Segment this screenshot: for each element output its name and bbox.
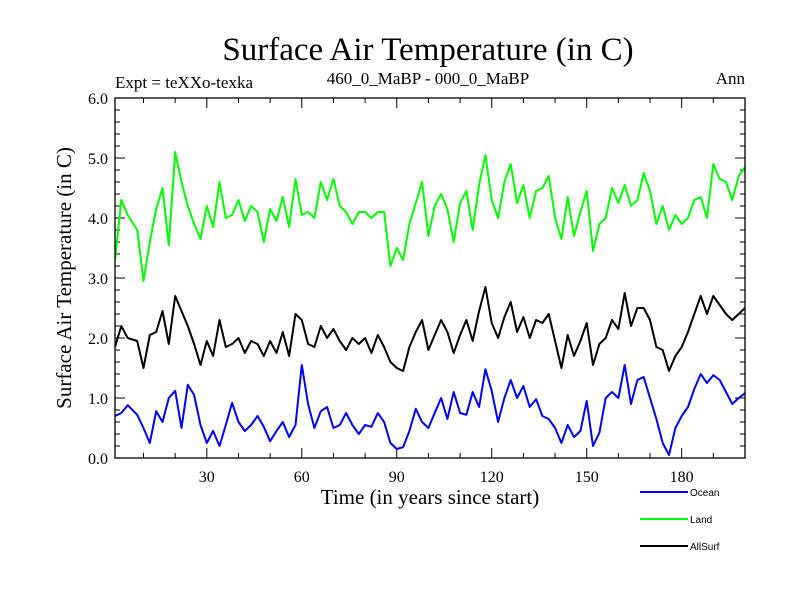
legend-label-ocean: Ocean (690, 488, 719, 499)
series-line-land (115, 151, 745, 282)
y-tick-label: 0.0 (88, 451, 108, 468)
x-axis-label: Time (in years since start) (321, 485, 540, 509)
x-tick-label: 90 (389, 469, 405, 486)
series-line-ocean (115, 364, 745, 456)
x-tick-label: 120 (480, 469, 504, 486)
experiment-label: Expt = teXXo-texka (115, 73, 253, 92)
y-tick-label: 1.0 (88, 391, 108, 408)
x-tick-label: 180 (670, 469, 694, 486)
x-tick-label: 30 (199, 469, 215, 486)
legend: Ocean Land AllSurf (640, 488, 720, 553)
legend-label-allsurf: AllSurf (690, 542, 720, 553)
y-tick-label: 4.0 (88, 211, 108, 228)
plot-frame (114, 97, 746, 459)
x-tick-label: 150 (575, 469, 599, 486)
y-tick-labels: 0.0 1.0 2.0 3.0 4.0 5.0 6.0 (88, 91, 108, 468)
y-tick-label: 5.0 (88, 151, 108, 168)
y-tick-label: 3.0 (88, 271, 108, 288)
legend-label-land: Land (690, 515, 712, 526)
series-line-allsurf (115, 286, 745, 372)
y-axis-label: Surface Air Temperature (in C) (52, 147, 76, 409)
x-tick-labels: 30 60 90 120 150 180 (199, 469, 694, 486)
period-label: 460_0_MaBP - 000_0_MaBP (327, 69, 529, 88)
series-lines (115, 151, 745, 456)
y-tick-label: 6.0 (88, 91, 108, 108)
y-tick-label: 2.0 (88, 331, 108, 348)
x-tick-label: 60 (294, 469, 310, 486)
chart-title: Surface Air Temperature (in C) (222, 32, 633, 68)
season-label: Ann (716, 69, 746, 88)
